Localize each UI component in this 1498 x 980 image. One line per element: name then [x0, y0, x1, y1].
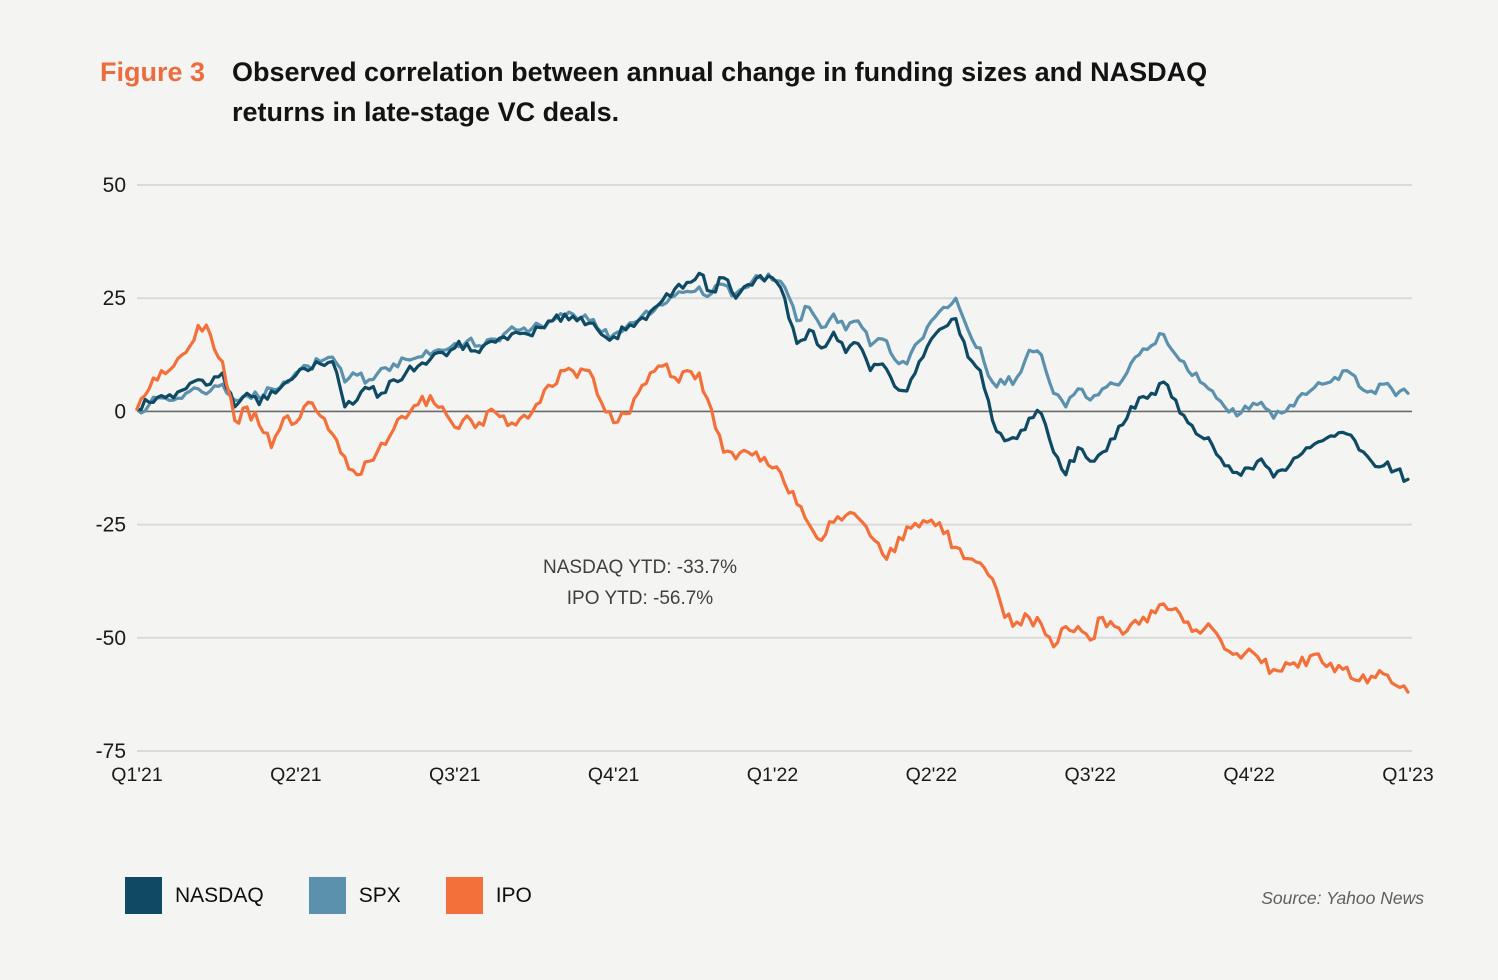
- chart-legend: NASDAQ SPX IPO: [125, 877, 532, 914]
- x-axis-tick-label: Q1'21: [111, 764, 162, 786]
- ipo-ytd-annotation: IPO YTD: -56.7%: [566, 588, 714, 609]
- legend-label-nasdaq: NASDAQ: [175, 883, 264, 907]
- x-axis-tick-label: Q3'21: [429, 764, 480, 786]
- x-axis-tick-label: Q2'22: [906, 764, 957, 786]
- x-axis-tick-label: Q3'22: [1065, 764, 1116, 786]
- nasdaq-ytd-annotation: NASDAQ YTD: -33.7%: [543, 557, 737, 578]
- x-axis-tick-label: Q1'23: [1382, 764, 1433, 786]
- x-axis-tick-label: Q4'21: [588, 764, 639, 786]
- figure-title-line1: Observed correlation between annual chan…: [232, 57, 1208, 87]
- spx-swatch-icon: [308, 877, 346, 914]
- figure-title-text: Observed correlation between annual chan…: [232, 52, 1207, 132]
- nasdaq-swatch-icon: [125, 877, 162, 914]
- legend-label-spx: SPX: [358, 883, 401, 907]
- x-axis-tick-label: Q1'22: [747, 764, 798, 786]
- y-axis-tick-label: -25: [96, 514, 126, 537]
- legend-label-ipo: IPO: [495, 883, 532, 907]
- figure-number-label: Figure 3: [100, 57, 206, 87]
- ytd-annotation: NASDAQ YTD: -33.7% IPO YTD: -56.7%: [543, 552, 737, 614]
- source-attribution: Source: Yahoo News: [1261, 888, 1424, 908]
- x-axis-tick-label: Q4'22: [1223, 764, 1274, 786]
- spx-series-line: [135, 272, 1410, 420]
- nasdaq-series-line: [135, 271, 1410, 483]
- y-axis-tick-label: 50: [103, 174, 126, 197]
- figure-title-line2: returns in late-stage VC deals.: [232, 97, 620, 127]
- figure-title: Figure 3 Observed correlation between an…: [100, 52, 1207, 132]
- y-axis-tick-label: 0: [114, 400, 126, 423]
- legend-item-ipo: IPO: [445, 877, 532, 914]
- y-axis-tick-label: 25: [103, 287, 126, 310]
- ipo-swatch-icon: [445, 877, 483, 914]
- legend-item-nasdaq: NASDAQ: [125, 877, 264, 914]
- ipo-series-line: [135, 323, 1410, 694]
- y-axis-tick-label: -50: [96, 627, 126, 650]
- y-axis-tick-label: -75: [96, 740, 126, 763]
- legend-item-spx: SPX: [308, 877, 401, 914]
- x-axis-tick-label: Q2'21: [270, 764, 321, 786]
